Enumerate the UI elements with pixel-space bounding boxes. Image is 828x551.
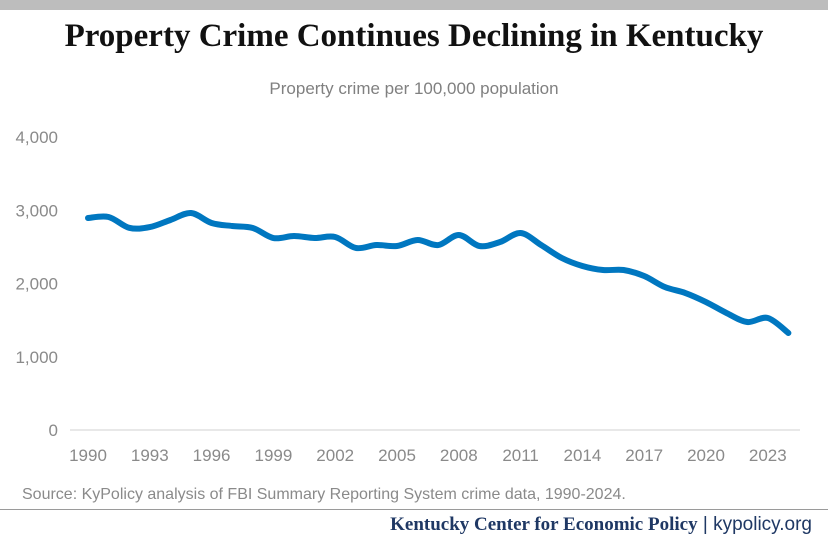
footer-divider	[0, 509, 828, 510]
x-tick-label: 1993	[131, 446, 169, 465]
x-tick-label: 1990	[69, 446, 107, 465]
x-tick-label: 2002	[316, 446, 354, 465]
x-tick-label: 2017	[625, 446, 663, 465]
y-tick-label: 2,000	[15, 275, 58, 294]
footer-org: Kentucky Center for Economic Policy	[390, 514, 698, 535]
x-tick-label: 2014	[563, 446, 601, 465]
y-tick-label: 4,000	[15, 128, 58, 147]
x-tick-label: 2005	[378, 446, 416, 465]
y-tick-label: 3,000	[15, 201, 58, 220]
footer-url[interactable]: kypolicy.org	[713, 514, 812, 535]
y-tick-label: 1,000	[15, 348, 58, 367]
y-tick-label: 0	[49, 421, 58, 440]
x-tick-label: 1996	[193, 446, 231, 465]
x-tick-label: 1999	[254, 446, 292, 465]
x-tick-label: 2011	[502, 446, 539, 465]
x-tick-label: 2008	[440, 446, 478, 465]
x-tick-label: 2023	[749, 446, 787, 465]
footer-separator: |	[702, 514, 708, 535]
footer: Kentucky Center for Economic Policy | ky…	[390, 514, 812, 536]
chart-subtitle: Property crime per 100,000 population	[269, 79, 559, 98]
series-line	[85, 210, 792, 337]
x-tick-label: 2020	[687, 446, 725, 465]
top-bar	[0, 0, 828, 10]
source-note: Source: KyPolicy analysis of FBI Summary…	[22, 486, 626, 503]
line-chart: 0 1,000 2,000 3,000 4,000 1990 1993 1996 1999 200…	[15, 128, 800, 465]
chart-title: Property Crime Continues Declining in Ke…	[64, 18, 764, 54]
